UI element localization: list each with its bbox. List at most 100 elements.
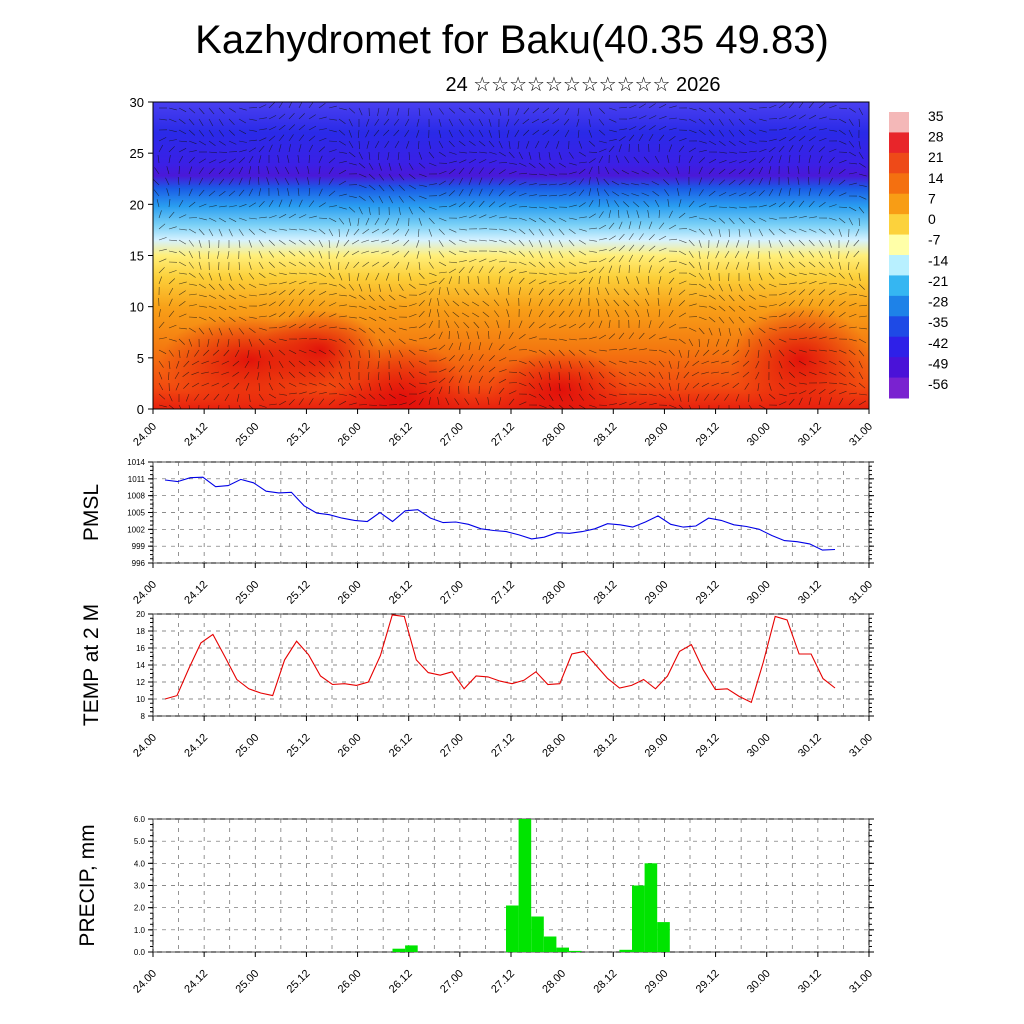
wind-barb — [548, 360, 552, 369]
wind-barb — [588, 268, 596, 274]
wind-barb — [728, 217, 735, 225]
wind-barb — [688, 283, 698, 286]
wind-barb — [748, 283, 754, 291]
wind-barb — [158, 248, 167, 252]
wind-barb — [798, 299, 804, 307]
wind-barb — [828, 290, 836, 296]
wind-barb — [548, 250, 553, 259]
wind-barb — [628, 382, 637, 387]
wind-barb — [695, 393, 700, 402]
wind-barb — [611, 180, 620, 186]
wind-barb — [218, 129, 225, 137]
wind-barb — [688, 200, 695, 208]
wind-barb — [758, 294, 767, 298]
wind-barb — [518, 250, 526, 257]
wind-barb — [788, 250, 794, 258]
wind-barb — [528, 298, 532, 307]
colorbar-label: 35 — [928, 108, 944, 124]
wind-barb — [818, 137, 827, 142]
wind-barb — [348, 305, 357, 308]
wind-barb — [383, 129, 390, 136]
wind-barb — [238, 107, 247, 111]
wind-barb — [818, 289, 826, 296]
wind-barb — [508, 286, 510, 296]
wind-barb — [618, 348, 627, 351]
wind-barb — [778, 360, 783, 369]
x-tick-label: 29.12 — [694, 732, 722, 760]
wind-barb — [268, 261, 275, 268]
wind-barb — [778, 137, 787, 142]
wind-barb — [703, 349, 710, 356]
wind-barb — [348, 402, 357, 406]
wind-barb — [438, 206, 448, 208]
wind-barb — [778, 261, 784, 269]
wind-barb — [198, 140, 207, 146]
wind-barb — [394, 140, 400, 149]
wind-barb — [588, 118, 591, 127]
wind-barb — [338, 217, 345, 225]
wind-barb — [768, 304, 777, 307]
wind-barb — [608, 393, 617, 397]
wind-barb — [378, 195, 384, 204]
wind-barb — [618, 360, 627, 364]
wind-barb — [278, 134, 285, 142]
wind-barb — [298, 250, 306, 257]
wind-barb — [384, 217, 390, 226]
y-tick-label: 20 — [136, 610, 145, 619]
wind-barb — [298, 113, 305, 120]
wind-barb — [218, 316, 226, 323]
wind-barb — [518, 261, 527, 266]
wind-barb — [227, 250, 230, 259]
wind-barb — [238, 166, 243, 175]
wind-barb — [488, 342, 493, 351]
wind-barb — [788, 349, 797, 355]
wind-barb — [698, 272, 704, 280]
x-tick-label: 30.12 — [796, 421, 824, 449]
y-tick-label: 10 — [130, 300, 144, 315]
wind-barb — [618, 221, 623, 230]
colorbar-segment — [889, 132, 909, 154]
wind-barb — [528, 250, 534, 258]
wind-barb — [568, 279, 577, 285]
wind-barb — [568, 204, 577, 208]
wind-barb — [788, 228, 797, 233]
colorbar-segment — [889, 295, 909, 317]
wind-barb — [178, 281, 187, 285]
wind-barb — [858, 140, 861, 149]
wind-barb — [228, 305, 237, 310]
wind-barb — [288, 261, 297, 267]
wind-barb — [738, 179, 746, 186]
wind-barb — [328, 178, 334, 186]
wind-barb — [578, 393, 584, 401]
wind-barb — [348, 349, 353, 358]
colorbar-segment — [889, 255, 909, 276]
wind-barb — [548, 338, 557, 341]
wind-barb — [188, 217, 198, 219]
wind-barb — [698, 228, 705, 236]
wind-barb — [278, 325, 287, 329]
colorbar-segment — [889, 316, 909, 338]
wind-barb — [406, 140, 410, 149]
wind-barb — [408, 338, 417, 342]
wind-barb — [498, 151, 506, 157]
wind-barb — [438, 368, 447, 373]
wind-barb — [798, 289, 806, 296]
wind-barb — [318, 128, 327, 131]
wind-barb — [568, 171, 577, 175]
wind-barb — [778, 188, 782, 197]
wind-barb — [517, 140, 520, 149]
wind-barb — [382, 228, 390, 234]
wind-barb — [248, 139, 258, 142]
wind-barb — [338, 294, 347, 297]
wind-barb — [288, 323, 297, 329]
wind-barb — [495, 287, 500, 296]
colorbar-label: -21 — [928, 273, 948, 289]
wind-barb — [508, 191, 516, 197]
wind-barb — [748, 140, 757, 144]
wind-barb — [368, 195, 375, 203]
wind-barb — [198, 283, 207, 289]
wind-barb — [838, 360, 846, 367]
colorbar-label: 21 — [928, 149, 944, 165]
wind-barb — [378, 283, 381, 292]
wind-barb — [648, 360, 657, 366]
